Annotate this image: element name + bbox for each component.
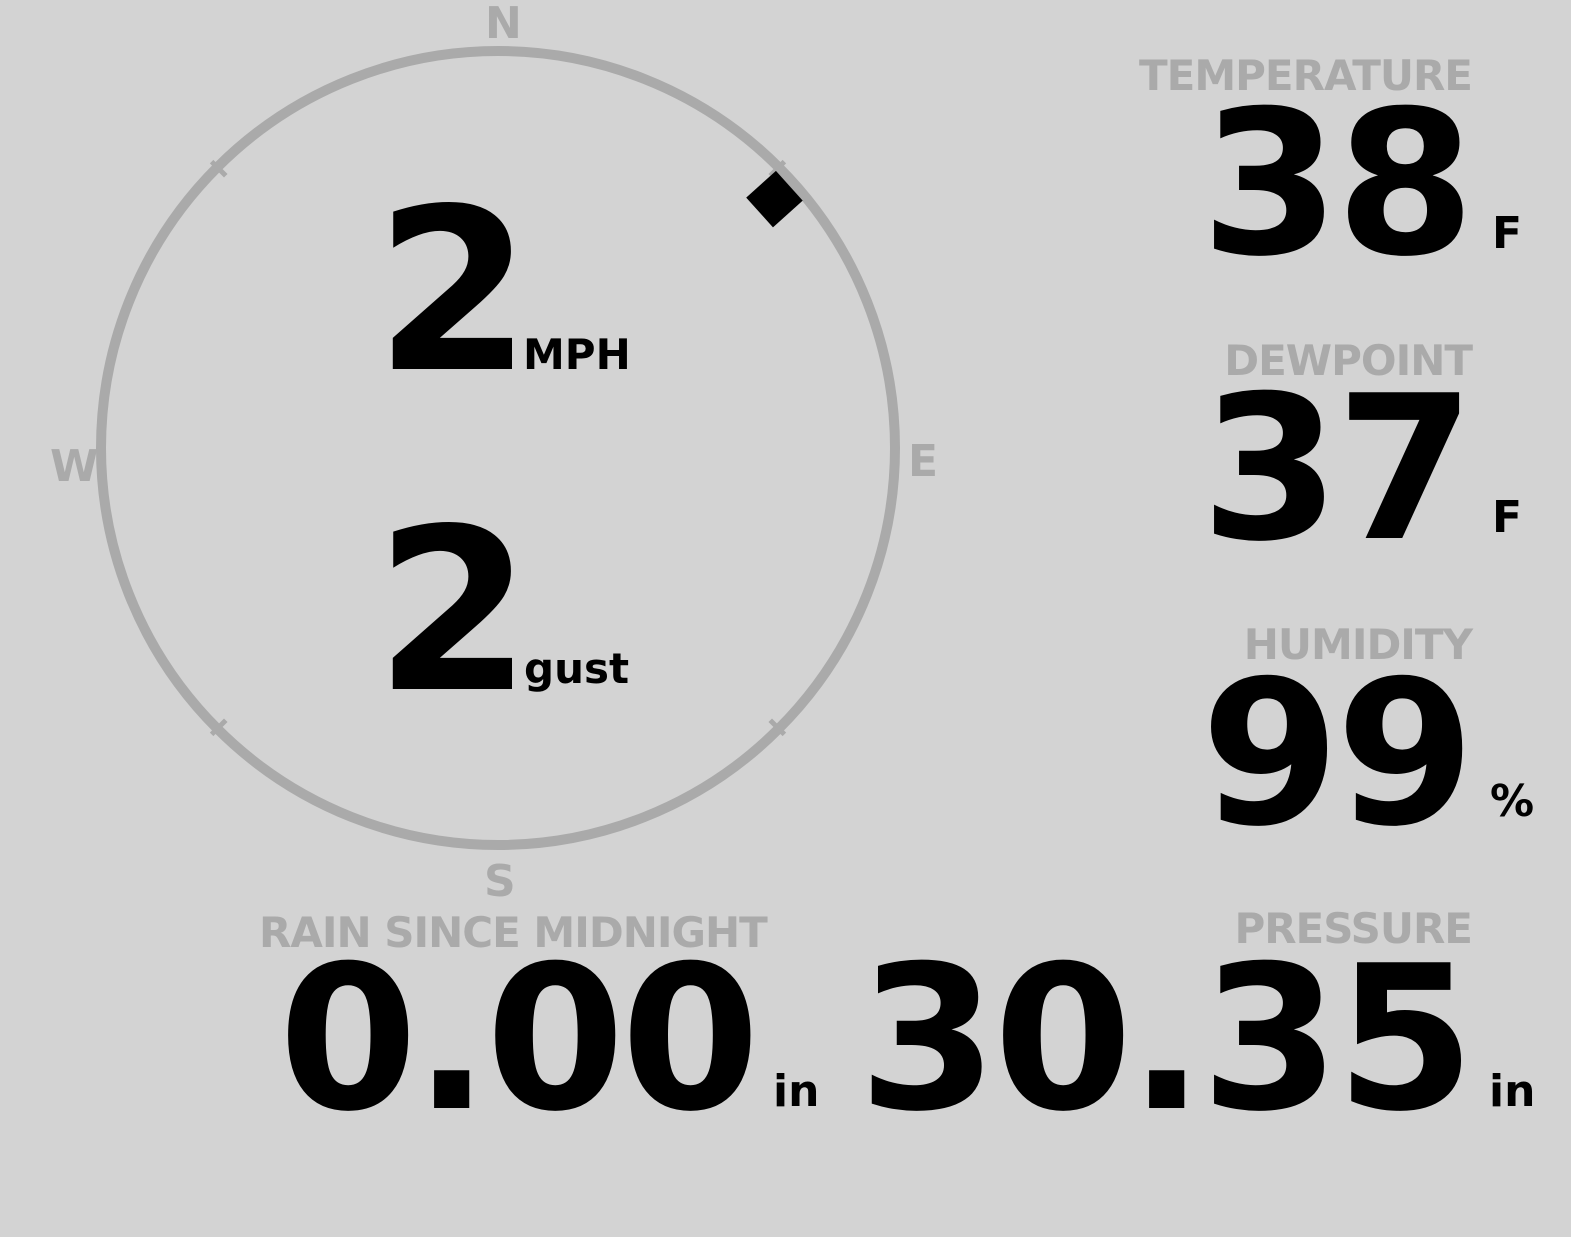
compass-east: E	[908, 436, 939, 487]
humidity-label: HUMIDITY	[1243, 620, 1473, 669]
humidity-value: 99	[1200, 638, 1475, 871]
compass-north: N	[485, 0, 522, 49]
temperature-card: TEMPERATURE	[1139, 51, 1473, 100]
temperature-value: 38	[1200, 68, 1475, 301]
compass-south: S	[484, 856, 516, 907]
wind-speed-unit: MPH	[523, 330, 631, 379]
pressure-unit: in	[1489, 1066, 1536, 1117]
dewpoint-unit: F	[1492, 492, 1523, 543]
wind-compass	[96, 46, 900, 850]
rain-value: 0.00	[278, 923, 760, 1156]
dewpoint-value: 37	[1200, 353, 1475, 586]
rain-unit: in	[773, 1066, 820, 1117]
dewpoint-label: DEWPOINT	[1224, 336, 1473, 385]
compass-ticks	[209, 159, 787, 737]
temperature-unit: F	[1492, 208, 1523, 259]
compass-tick	[768, 718, 787, 737]
pressure-card: PRESSURE	[1234, 904, 1473, 953]
compass-west: W	[50, 441, 99, 492]
dewpoint-card: DEWPOINT	[1224, 336, 1473, 385]
compass-tick	[209, 159, 228, 178]
humidity-unit: %	[1490, 776, 1535, 827]
compass-tick	[209, 718, 228, 737]
pressure-label: PRESSURE	[1234, 904, 1473, 953]
wind-direction-marker	[746, 170, 803, 228]
compass-tick	[768, 159, 787, 178]
wind-gust-unit: gust	[524, 644, 630, 693]
rain-label: RAIN SINCE MIDNIGHT	[259, 908, 768, 957]
wind-speed-value: 2	[375, 161, 532, 423]
humidity-card: HUMIDITY	[1243, 620, 1473, 669]
compass-ring	[96, 46, 900, 850]
pressure-value: 30.35	[858, 923, 1475, 1156]
wind-gust-value: 2	[375, 481, 532, 743]
temperature-label: TEMPERATURE	[1139, 51, 1473, 100]
